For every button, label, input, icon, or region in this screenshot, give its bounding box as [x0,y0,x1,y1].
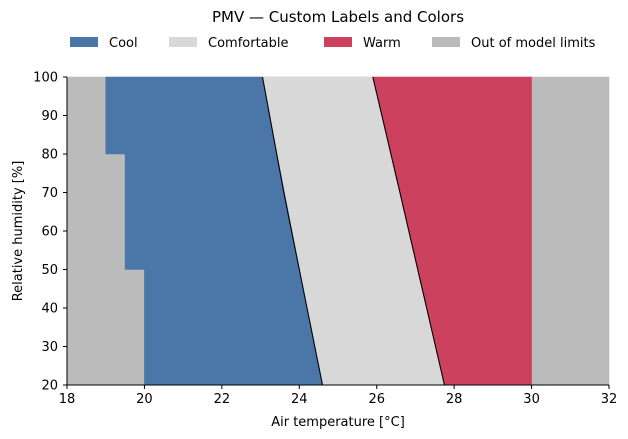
y-tick-label: 80 [41,148,58,163]
legend-label: Warm [363,36,401,51]
x-axis-ticks: 18 20 22 24 26 28 30 32 [59,385,618,407]
legend-swatch [324,37,352,47]
plot-area [66,76,610,386]
legend-swatch [70,37,98,47]
x-tick-label: 30 [523,392,540,407]
x-tick-label: 22 [214,392,231,407]
x-axis-label: Air temperature [°C] [271,415,405,430]
legend-item-warm: Warm [324,36,401,51]
legend-label: Comfortable [208,36,289,51]
x-tick-label: 26 [368,392,385,407]
y-tick-label: 40 [41,302,58,317]
legend-swatch [432,37,460,47]
y-tick-label: 50 [41,263,58,278]
y-tick-label: 60 [41,225,58,240]
x-tick-label: 18 [59,392,76,407]
x-tick-label: 28 [446,392,463,407]
boundary-lines [261,76,445,386]
y-axis-label: Relative humidity [%] [11,161,26,302]
x-tick-label: 20 [136,392,153,407]
x-tick-label: 24 [291,392,308,407]
legend: Cool Comfortable Warm Out of model limits [70,36,596,51]
legend-swatch [169,37,197,47]
y-tick-label: 20 [41,379,58,394]
legend-item-comfortable: Comfortable [169,36,289,51]
y-tick-label: 90 [41,109,58,124]
y-tick-label: 70 [41,186,58,201]
chart-title: PMV — Custom Labels and Colors [212,8,464,26]
boundary-cool-comfortable [261,76,324,386]
boundary-comfortable-warm [372,76,445,386]
y-axis-ticks: 20 30 40 50 60 70 80 90 100 [33,71,67,394]
y-tick-label: 30 [41,340,58,355]
x-tick-label: 32 [601,392,618,407]
legend-label: Cool [109,36,138,51]
legend-item-cool: Cool [70,36,138,51]
y-tick-label: 100 [33,71,58,86]
legend-label: Out of model limits [471,36,596,51]
legend-item-out-of-model-limits: Out of model limits [432,36,596,51]
